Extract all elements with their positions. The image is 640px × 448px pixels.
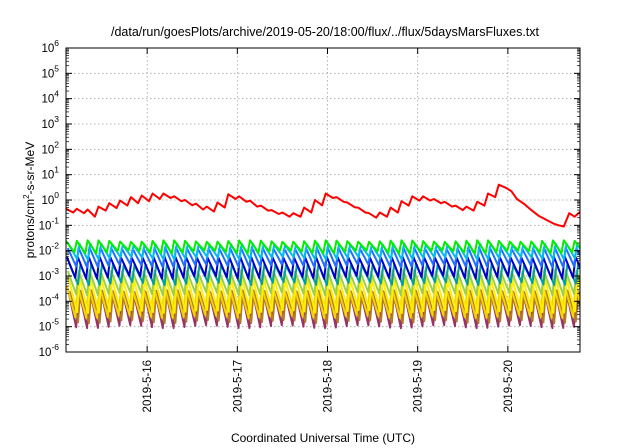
series-line bbox=[66, 183, 580, 228]
y-tick-label: 10-5 bbox=[39, 317, 60, 334]
chart-title: /data/run/goesPlots/archive/2019-05-20/1… bbox=[111, 25, 540, 39]
y-tick-label: 10-4 bbox=[39, 291, 60, 308]
series-line bbox=[66, 239, 580, 255]
x-axis-ticks: 2019-5-16 2019-5-17 2019-5-18 2019-5-19 2019… bbox=[142, 48, 515, 412]
y-tick-label: 10-1 bbox=[39, 215, 60, 232]
y-tick-label: 10-6 bbox=[39, 342, 60, 359]
y-axis-label: protons/cm2-s-sr-MeV bbox=[22, 142, 37, 258]
y-axis-label-rest: -s-sr-MeV bbox=[23, 142, 37, 195]
x-tick-label: 2019-5-20 bbox=[503, 360, 515, 412]
plot-area bbox=[66, 183, 580, 330]
y-tick-label: 10-2 bbox=[39, 241, 60, 258]
y-tick-label: 10-3 bbox=[39, 266, 60, 283]
y-axis-ticks: 10-6 10-5 10-4 10-3 10-2 10-1 100 101 102 103 104 1… bbox=[39, 38, 580, 359]
series-line bbox=[68, 289, 580, 325]
y-tick-label: 101 bbox=[41, 165, 59, 182]
y-tick-label: 104 bbox=[41, 89, 59, 106]
y-tick-label: 106 bbox=[41, 38, 59, 55]
x-tick-label: 2019-5-19 bbox=[413, 360, 425, 412]
series-line bbox=[66, 284, 580, 319]
y-tick-label: 100 bbox=[41, 190, 59, 207]
y-tick-label: 103 bbox=[41, 114, 59, 131]
x-axis-label: Coordinated Universal Time (UTC) bbox=[231, 431, 415, 445]
y-axis-label-main: protons/cm bbox=[23, 199, 37, 258]
y-tick-label: 105 bbox=[41, 63, 59, 80]
x-tick-label: 2019-5-18 bbox=[323, 360, 335, 412]
y-tick-label: 102 bbox=[41, 139, 59, 156]
x-tick-label: 2019-5-17 bbox=[232, 360, 244, 412]
x-tick-label: 2019-5-16 bbox=[142, 360, 154, 412]
series-line bbox=[67, 276, 580, 314]
y-axis-label-superscript: 2 bbox=[22, 194, 31, 199]
